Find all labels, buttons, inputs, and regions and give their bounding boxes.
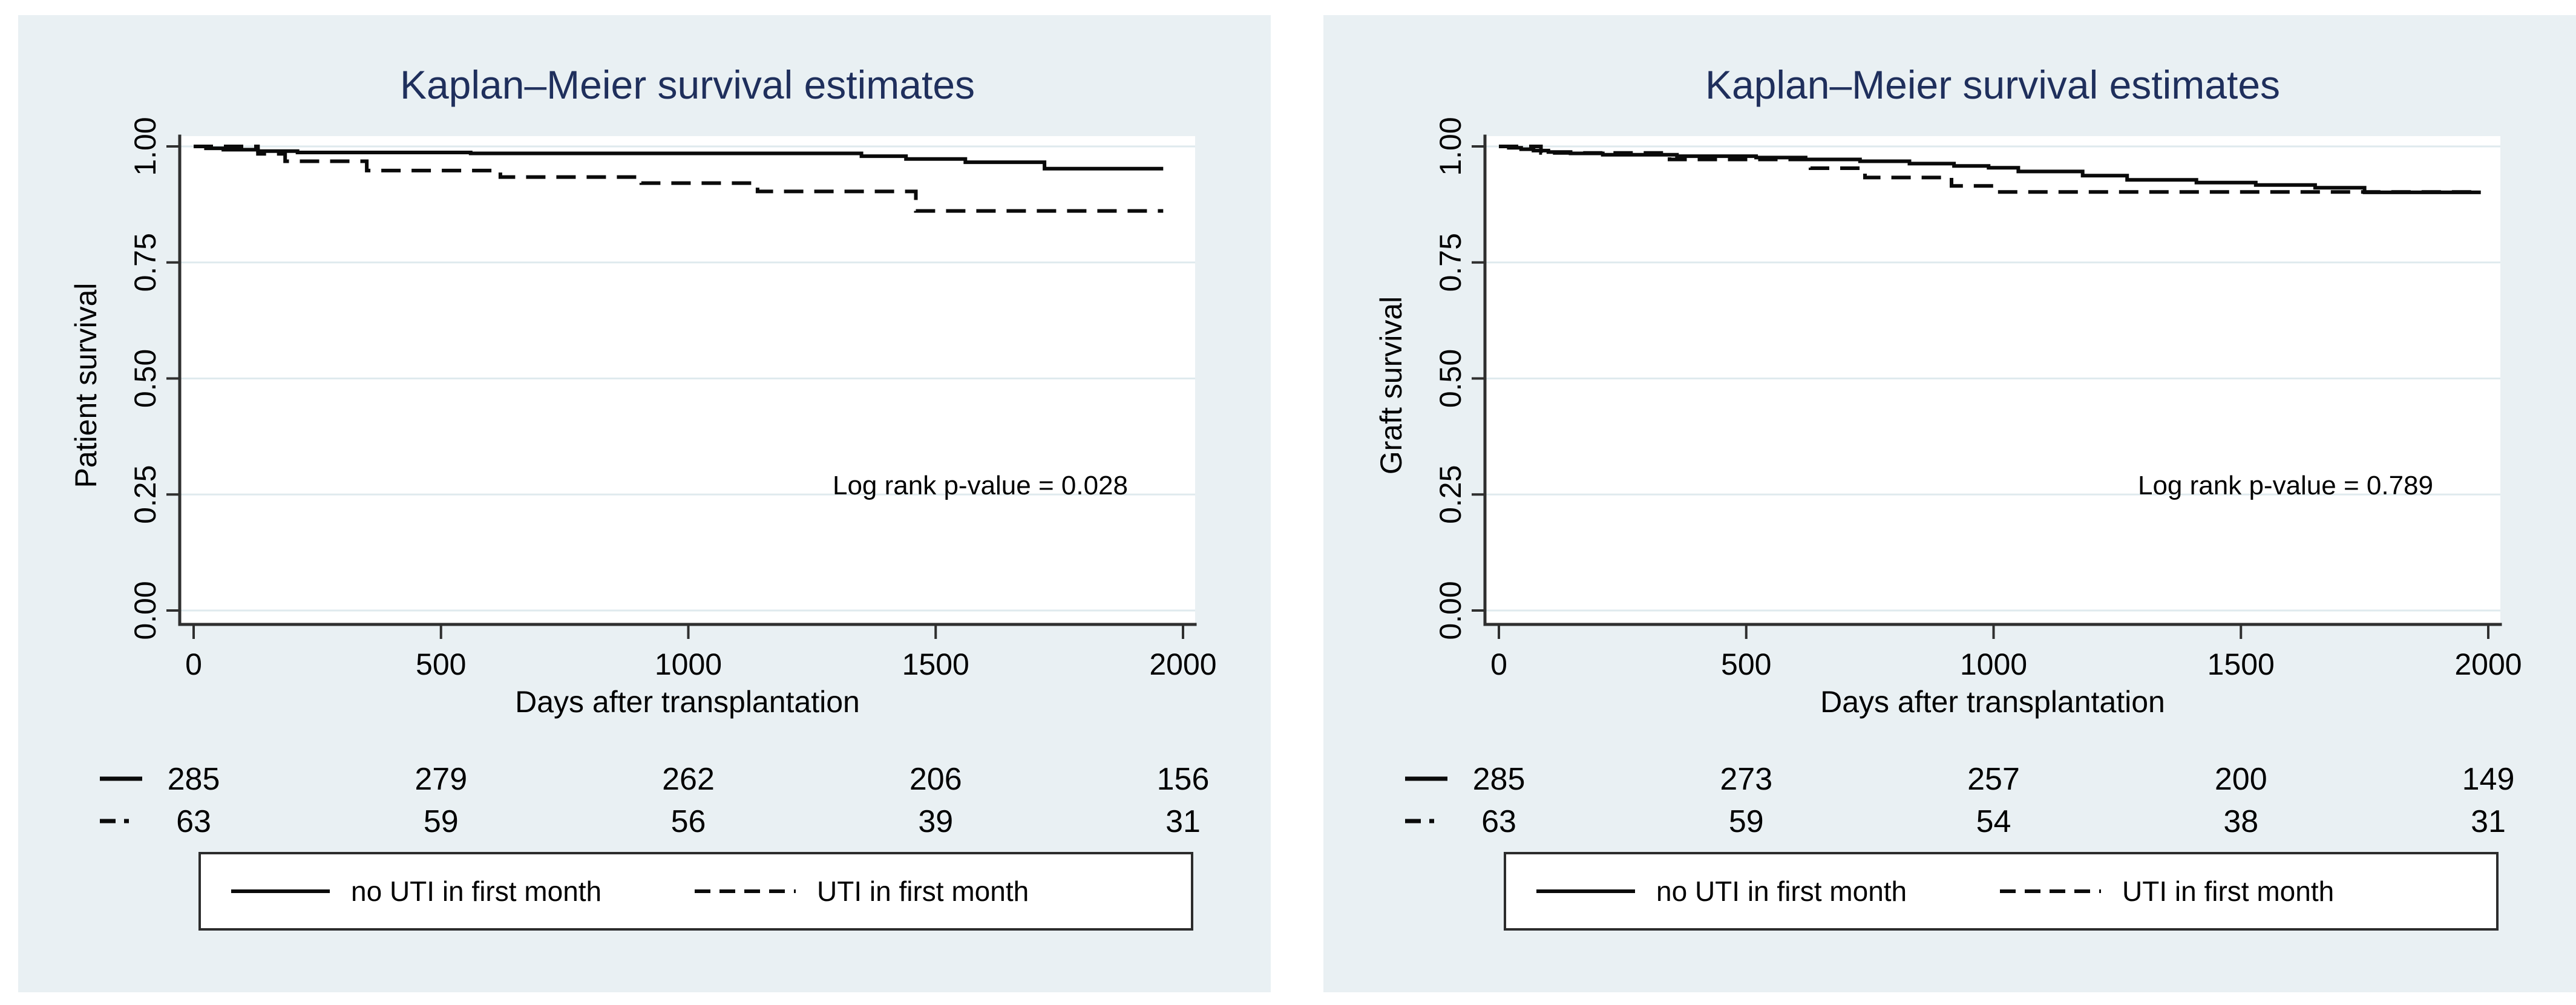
at-risk-count: 38 [2223,804,2258,839]
plot-area [180,136,1195,624]
km-curve-uti [194,145,1164,213]
y-tick-label-000: 0.00 [128,581,162,640]
chart-title: Kaplan–Meier survival estimates [400,62,975,107]
log-rank-pvalue: Log rank p-value = 0.789 [2138,471,2433,500]
log-rank-pvalue: Log rank p-value = 0.028 [833,471,1128,500]
at-risk-count: 200 [2215,762,2267,797]
legend: no UTI in first month UTI in first month [1504,852,2499,931]
legend: no UTI in first month UTI in first month [198,852,1193,931]
at-risk-count: 279 [415,762,467,797]
axes [1472,134,2502,639]
km-curve-no-uti [194,145,1164,171]
at-risk-count: 56 [671,804,706,839]
x-axis-label: Days after transplantation [1820,685,2165,719]
legend-label-no-uti: no UTI in first month [351,876,601,907]
at-risk-count: 156 [1157,762,1210,797]
x-tick-label-2000: 2000 [1149,647,1216,681]
at-risk-count: 31 [2471,804,2506,839]
gridlines [1485,145,2500,612]
chart-title: Kaplan–Meier survival estimates [1705,62,2280,107]
at-risk-count: 206 [909,762,962,797]
km-curves [1499,145,2481,194]
at-risk-count: 31 [1165,804,1201,839]
x-axis-label: Days after transplantation [515,685,860,719]
at-risk-count: 54 [1976,804,2011,839]
at-risk-count: 59 [1729,804,1764,839]
y-tick-label-100: 1.00 [128,117,162,175]
plot-area [1485,136,2500,624]
km-chart-graft: 1.00 0.75 0.50 0.25 0.00 0 500 1000 1500… [1374,62,2522,931]
y-axis-label: Graft survival [1374,296,1408,475]
at-risk-count: 273 [1720,762,1772,797]
x-tick-label-0: 0 [185,647,202,681]
at-risk-count: 63 [176,804,211,839]
km-panel-graft-survival: 1.00 0.75 0.50 0.25 0.00 0 500 1000 1500… [1323,15,2576,992]
x-tick-label-500: 500 [1721,647,1771,681]
at-risk-count: 285 [168,762,220,797]
y-tick-label-050: 0.50 [1434,349,1467,408]
x-tick-label-1500: 1500 [2207,647,2275,681]
gridlines [180,145,1195,612]
km-curve-uti [1499,145,2481,194]
y-tick-label-000: 0.00 [1434,581,1467,640]
x-tick-label-0: 0 [1490,647,1507,681]
legend-label-no-uti: no UTI in first month [1656,876,1907,907]
at-risk-count: 39 [918,804,953,839]
at-risk-count: 262 [662,762,715,797]
at-risk-table: 285 273 257 200 149 63 59 54 38 31 [1405,762,2514,839]
x-tick-label-1000: 1000 [655,647,722,681]
km-chart-patient: 1.00 0.75 0.50 0.25 0.00 0 500 1000 1500… [69,62,1217,931]
km-curves [194,145,1164,213]
at-risk-count: 59 [424,804,459,839]
km-panel-patient-survival: 1.00 0.75 0.50 0.25 0.00 0 500 1000 1500… [18,15,1271,992]
at-risk-count: 285 [1473,762,1526,797]
x-tick-label-500: 500 [416,647,466,681]
y-tick-label-050: 0.50 [128,349,162,408]
y-tick-label-025: 0.25 [1434,465,1467,524]
at-risk-table: 285 279 262 206 156 63 59 56 39 31 [100,762,1209,839]
y-tick-label-100: 1.00 [1434,117,1467,175]
at-risk-count: 63 [1481,804,1516,839]
axes [166,134,1197,639]
y-axis-label: Patient survival [69,283,103,488]
x-tick-label-2000: 2000 [2454,647,2522,681]
km-curve-no-uti [1499,145,2481,194]
x-tick-label-1500: 1500 [902,647,969,681]
at-risk-count: 149 [2462,762,2515,797]
at-risk-count: 257 [1967,762,2020,797]
y-tick-label-075: 0.75 [128,233,162,292]
legend-label-uti: UTI in first month [2122,876,2334,907]
y-tick-label-025: 0.25 [128,465,162,524]
legend-label-uti: UTI in first month [817,876,1029,907]
y-tick-label-075: 0.75 [1434,233,1467,292]
x-tick-label-1000: 1000 [1960,647,2027,681]
